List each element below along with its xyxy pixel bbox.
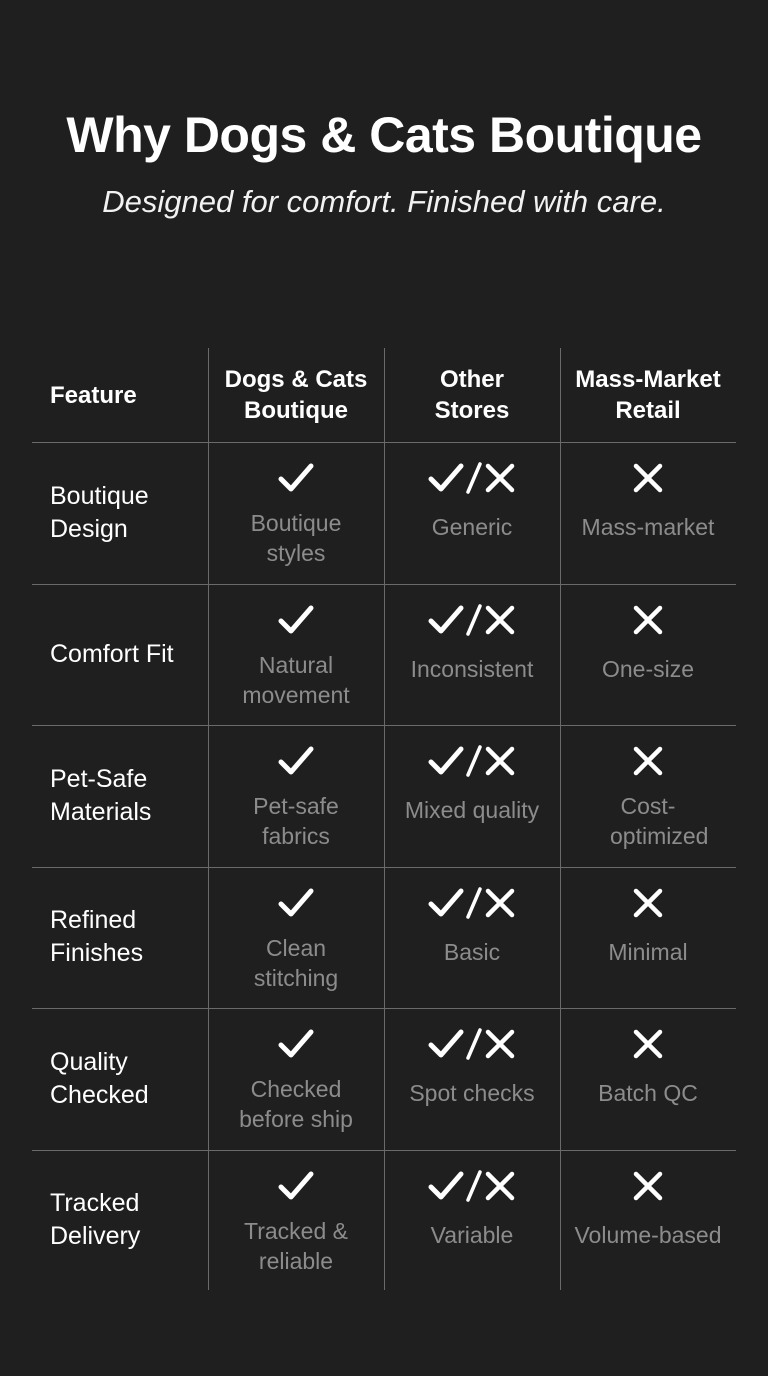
table-row: Boutique Design Boutique styles Generic … (32, 442, 736, 584)
boutique-note: Pet-safe fabrics (253, 793, 339, 849)
check-icon (208, 462, 384, 494)
other-stores-note: Spot checks (409, 1080, 535, 1106)
feature-label: Tracked Delivery (50, 1189, 141, 1251)
table-row: Refined Finishes Clean stitching Basic M… (32, 867, 736, 1009)
row-divider (32, 725, 736, 726)
page-title: Why Dogs & Cats Boutique (66, 107, 702, 163)
other-stores-note: Mixed quality (404, 797, 540, 823)
check-slash-x-icon (384, 1169, 560, 1202)
row-divider (32, 1149, 736, 1151)
mass-market-note: Batch QC (598, 1080, 698, 1106)
boutique-note: Clean stitching (253, 934, 339, 991)
mass-market-cell: Volume-based (560, 1150, 736, 1292)
x-icon (560, 887, 736, 919)
other-stores-cell: Basic (384, 867, 560, 1009)
other-stores-cell: Variable (384, 1150, 560, 1292)
check-icon (208, 745, 384, 777)
other-stores-cell: Generic (384, 442, 560, 584)
mass-market-note: One-size (601, 655, 695, 682)
feature-label: Boutique Design (50, 481, 149, 543)
header-divider (32, 442, 736, 443)
header-feature: Feature (50, 381, 137, 409)
table-row: Tracked Delivery Tracked & reliable Vari… (32, 1150, 736, 1292)
other-stores-note: Inconsistent (410, 655, 534, 682)
other-stores-note: Generic (431, 514, 513, 540)
boutique-cell: Boutique styles (208, 442, 384, 584)
feature-label: Quality Checked (50, 1047, 149, 1109)
feature-label: Refined Finishes (50, 906, 144, 968)
feature-label: Pet-Safe Materials (50, 764, 152, 826)
header-mass-market: Mass-Market Retail (575, 366, 721, 424)
other-stores-cell: Spot checks (384, 1008, 560, 1150)
boutique-note: Tracked & reliable (244, 1217, 348, 1274)
boutique-cell: Tracked & reliable (208, 1150, 384, 1292)
check-icon (208, 604, 384, 636)
boutique-note: Checked before ship (239, 1076, 353, 1132)
mass-market-note: Minimal (608, 938, 688, 965)
column-divider (208, 348, 209, 1290)
boutique-cell: Natural movement (208, 584, 384, 726)
boutique-note: Natural movement (242, 651, 350, 708)
x-icon (560, 462, 736, 494)
table-row: Comfort Fit Natural movement Inconsisten… (32, 584, 736, 726)
x-icon (560, 1170, 736, 1202)
other-stores-cell: Mixed quality (384, 725, 560, 867)
boutique-cell: Checked before ship (208, 1008, 384, 1150)
boutique-note: Boutique styles (250, 510, 342, 566)
row-divider (32, 583, 736, 585)
check-slash-x-icon (384, 745, 560, 777)
x-icon (560, 604, 736, 636)
feature-label: Comfort Fit (50, 639, 174, 668)
mass-market-cell: Cost-optimized (560, 725, 736, 867)
check-slash-x-icon (384, 462, 560, 494)
row-divider (32, 1008, 736, 1009)
column-divider (560, 348, 561, 1290)
mass-market-note: Volume-based (574, 1221, 722, 1248)
check-icon (208, 887, 384, 919)
header-boutique: Dogs & Cats Boutique (224, 366, 368, 424)
header-other-stores: Other Stores (434, 366, 510, 424)
column-divider (384, 348, 385, 1290)
other-stores-cell: Inconsistent (384, 584, 560, 726)
check-slash-x-icon (384, 886, 560, 919)
check-icon (208, 1170, 384, 1202)
check-icon (208, 1028, 384, 1060)
other-stores-note: Variable (430, 1221, 514, 1248)
check-slash-x-icon (384, 1028, 560, 1060)
mass-market-cell: One-size (560, 584, 736, 726)
table-row: Pet-Safe Materials Pet-safe fabrics Mixe… (32, 725, 736, 867)
mass-market-cell: Mass-market (560, 442, 736, 584)
x-icon (560, 745, 736, 777)
x-icon (560, 1028, 736, 1060)
other-stores-note: Basic (443, 938, 501, 965)
page-subtitle: Designed for comfort. Finished with care… (102, 184, 666, 219)
boutique-cell: Pet-safe fabrics (208, 725, 384, 867)
table-row: Quality Checked Checked before ship Spot… (32, 1008, 736, 1150)
boutique-cell: Clean stitching (208, 867, 384, 1009)
mass-market-note: Cost-optimized (610, 793, 709, 849)
mass-market-cell: Batch QC (560, 1008, 736, 1150)
mass-market-cell: Minimal (560, 867, 736, 1009)
row-divider (32, 866, 736, 868)
mass-market-note: Mass-market (581, 514, 715, 540)
check-slash-x-icon (384, 603, 560, 636)
